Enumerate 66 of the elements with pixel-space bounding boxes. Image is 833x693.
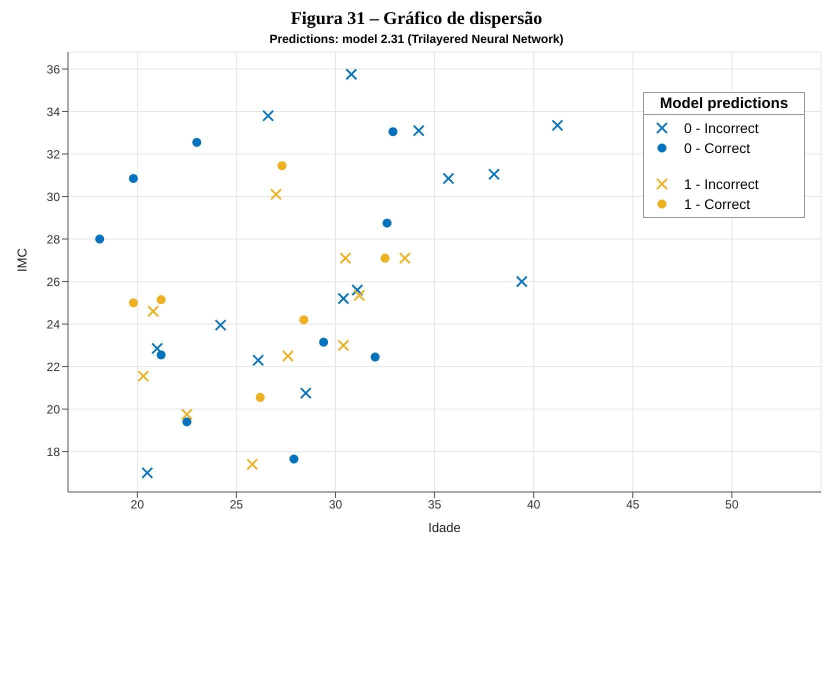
legend-label: 1 - Incorrect (684, 176, 759, 192)
point (289, 454, 298, 464)
point (353, 289, 366, 302)
point (180, 408, 193, 420)
point (252, 354, 264, 366)
legend-label: 0 - Correct (684, 140, 750, 156)
legend-label: 1 - Correct (684, 196, 750, 212)
y-tick-label: 32 (46, 147, 60, 162)
x-axis-title: Idade (428, 520, 461, 535)
point (516, 276, 528, 288)
point (299, 315, 308, 324)
x-tick-label: 20 (130, 498, 144, 512)
point (442, 172, 454, 184)
point (192, 138, 202, 147)
chart-title: Predictions: model 2.31 (Trilayered Neural Network) (268, 32, 565, 48)
point (147, 305, 160, 318)
x-tick-label: 40 (526, 498, 541, 512)
y-tick-label: 36 (46, 62, 60, 76)
point (345, 68, 358, 80)
y-tick-label: 26 (46, 274, 60, 289)
point (156, 295, 166, 304)
point (128, 298, 138, 308)
point (182, 417, 192, 426)
point (214, 319, 226, 332)
y-tick-label: 18 (46, 444, 60, 459)
legend-label: 0 - Incorrect (684, 120, 759, 136)
point (382, 218, 392, 228)
point (388, 127, 398, 136)
y-tick-label: 22 (46, 360, 60, 374)
point (340, 252, 352, 264)
point (412, 124, 425, 137)
point (282, 350, 294, 362)
point (370, 352, 380, 362)
point (246, 458, 258, 470)
point (338, 339, 350, 352)
point (262, 110, 274, 122)
x-tick-label: 25 (230, 498, 244, 512)
point (338, 292, 350, 304)
text: Figura 31 – Gráfico de dispersão (290, 8, 544, 30)
point (552, 119, 564, 132)
legend-title: Model predictions (644, 93, 804, 115)
point (128, 174, 138, 183)
y-tick-label: 24 (46, 317, 60, 332)
y-tick-label: 34 (46, 104, 60, 119)
point (398, 252, 411, 264)
x-tick-label: 45 (626, 498, 640, 512)
y-tick-label: 30 (46, 190, 60, 204)
x-tick-label: 30 (328, 498, 343, 512)
point (95, 234, 104, 244)
point (300, 387, 312, 400)
point (151, 342, 164, 354)
point (156, 350, 166, 360)
point (137, 370, 150, 382)
point (141, 466, 154, 479)
point (270, 188, 282, 200)
point (278, 161, 287, 170)
x-tick-label: 50 (725, 498, 739, 512)
y-tick-label: 20 (46, 402, 60, 416)
point (380, 254, 390, 263)
x-tick-label: 35 (428, 498, 442, 512)
point (319, 338, 328, 347)
y-tick-label: 28 (46, 232, 60, 246)
point (351, 284, 364, 296)
y-axis-title: IMC (14, 248, 30, 272)
point (488, 168, 500, 180)
point (256, 392, 265, 402)
